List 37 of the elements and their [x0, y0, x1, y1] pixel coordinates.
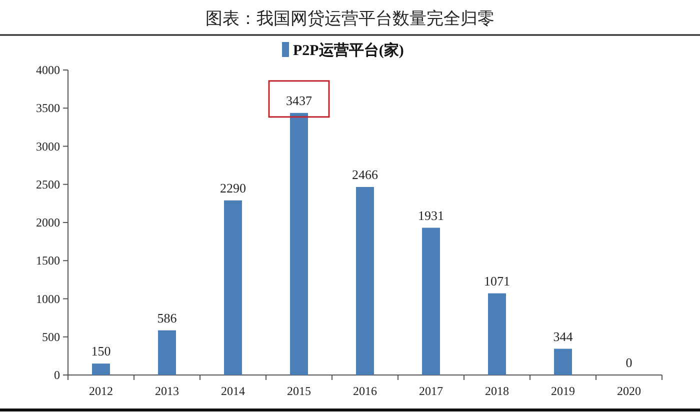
data-label: 586	[157, 310, 178, 326]
bar	[92, 364, 110, 375]
bar	[290, 112, 308, 375]
y-tick-label: 1000	[36, 292, 60, 306]
y-tick-label: 0	[54, 368, 60, 382]
bar	[224, 200, 242, 375]
data-label: 1931	[418, 208, 444, 223]
x-tick-label: 2017	[419, 384, 443, 398]
y-tick-label: 2000	[36, 216, 60, 230]
data-label: 2466	[352, 166, 378, 182]
y-tick-label: 3500	[36, 101, 60, 116]
x-tick-label: 2016	[353, 384, 377, 398]
y-tick-label: 2500	[36, 177, 60, 192]
x-tick-label: 2018	[485, 384, 509, 398]
data-label: 2290	[220, 180, 246, 196]
chart-title: 图表：我国网贷运营平台数量完全归零	[206, 9, 494, 28]
y-tick-label: 1500	[36, 254, 60, 268]
x-tick-label: 2015	[287, 384, 311, 398]
x-tick-label: 2013	[155, 384, 179, 398]
y-tick-label: 500	[42, 330, 60, 344]
legend: P2P运营平台(家)	[282, 42, 404, 59]
data-label: 3437	[286, 92, 312, 108]
bar	[488, 293, 506, 375]
data-label: 344	[553, 328, 574, 344]
data-label: 0	[626, 355, 632, 370]
bar	[356, 186, 374, 375]
data-label: 1071	[484, 273, 510, 288]
bar	[554, 348, 572, 375]
bar	[158, 330, 176, 375]
data-label: 150	[91, 344, 111, 359]
bar	[422, 228, 440, 375]
y-tick-label: 3000	[36, 139, 60, 154]
x-tick-label: 2019	[551, 384, 575, 398]
x-tick-label: 2014	[221, 384, 245, 398]
x-tick-label: 2012	[89, 384, 113, 398]
y-tick-label: 4000	[36, 63, 60, 77]
x-tick-label: 2020	[617, 384, 641, 398]
